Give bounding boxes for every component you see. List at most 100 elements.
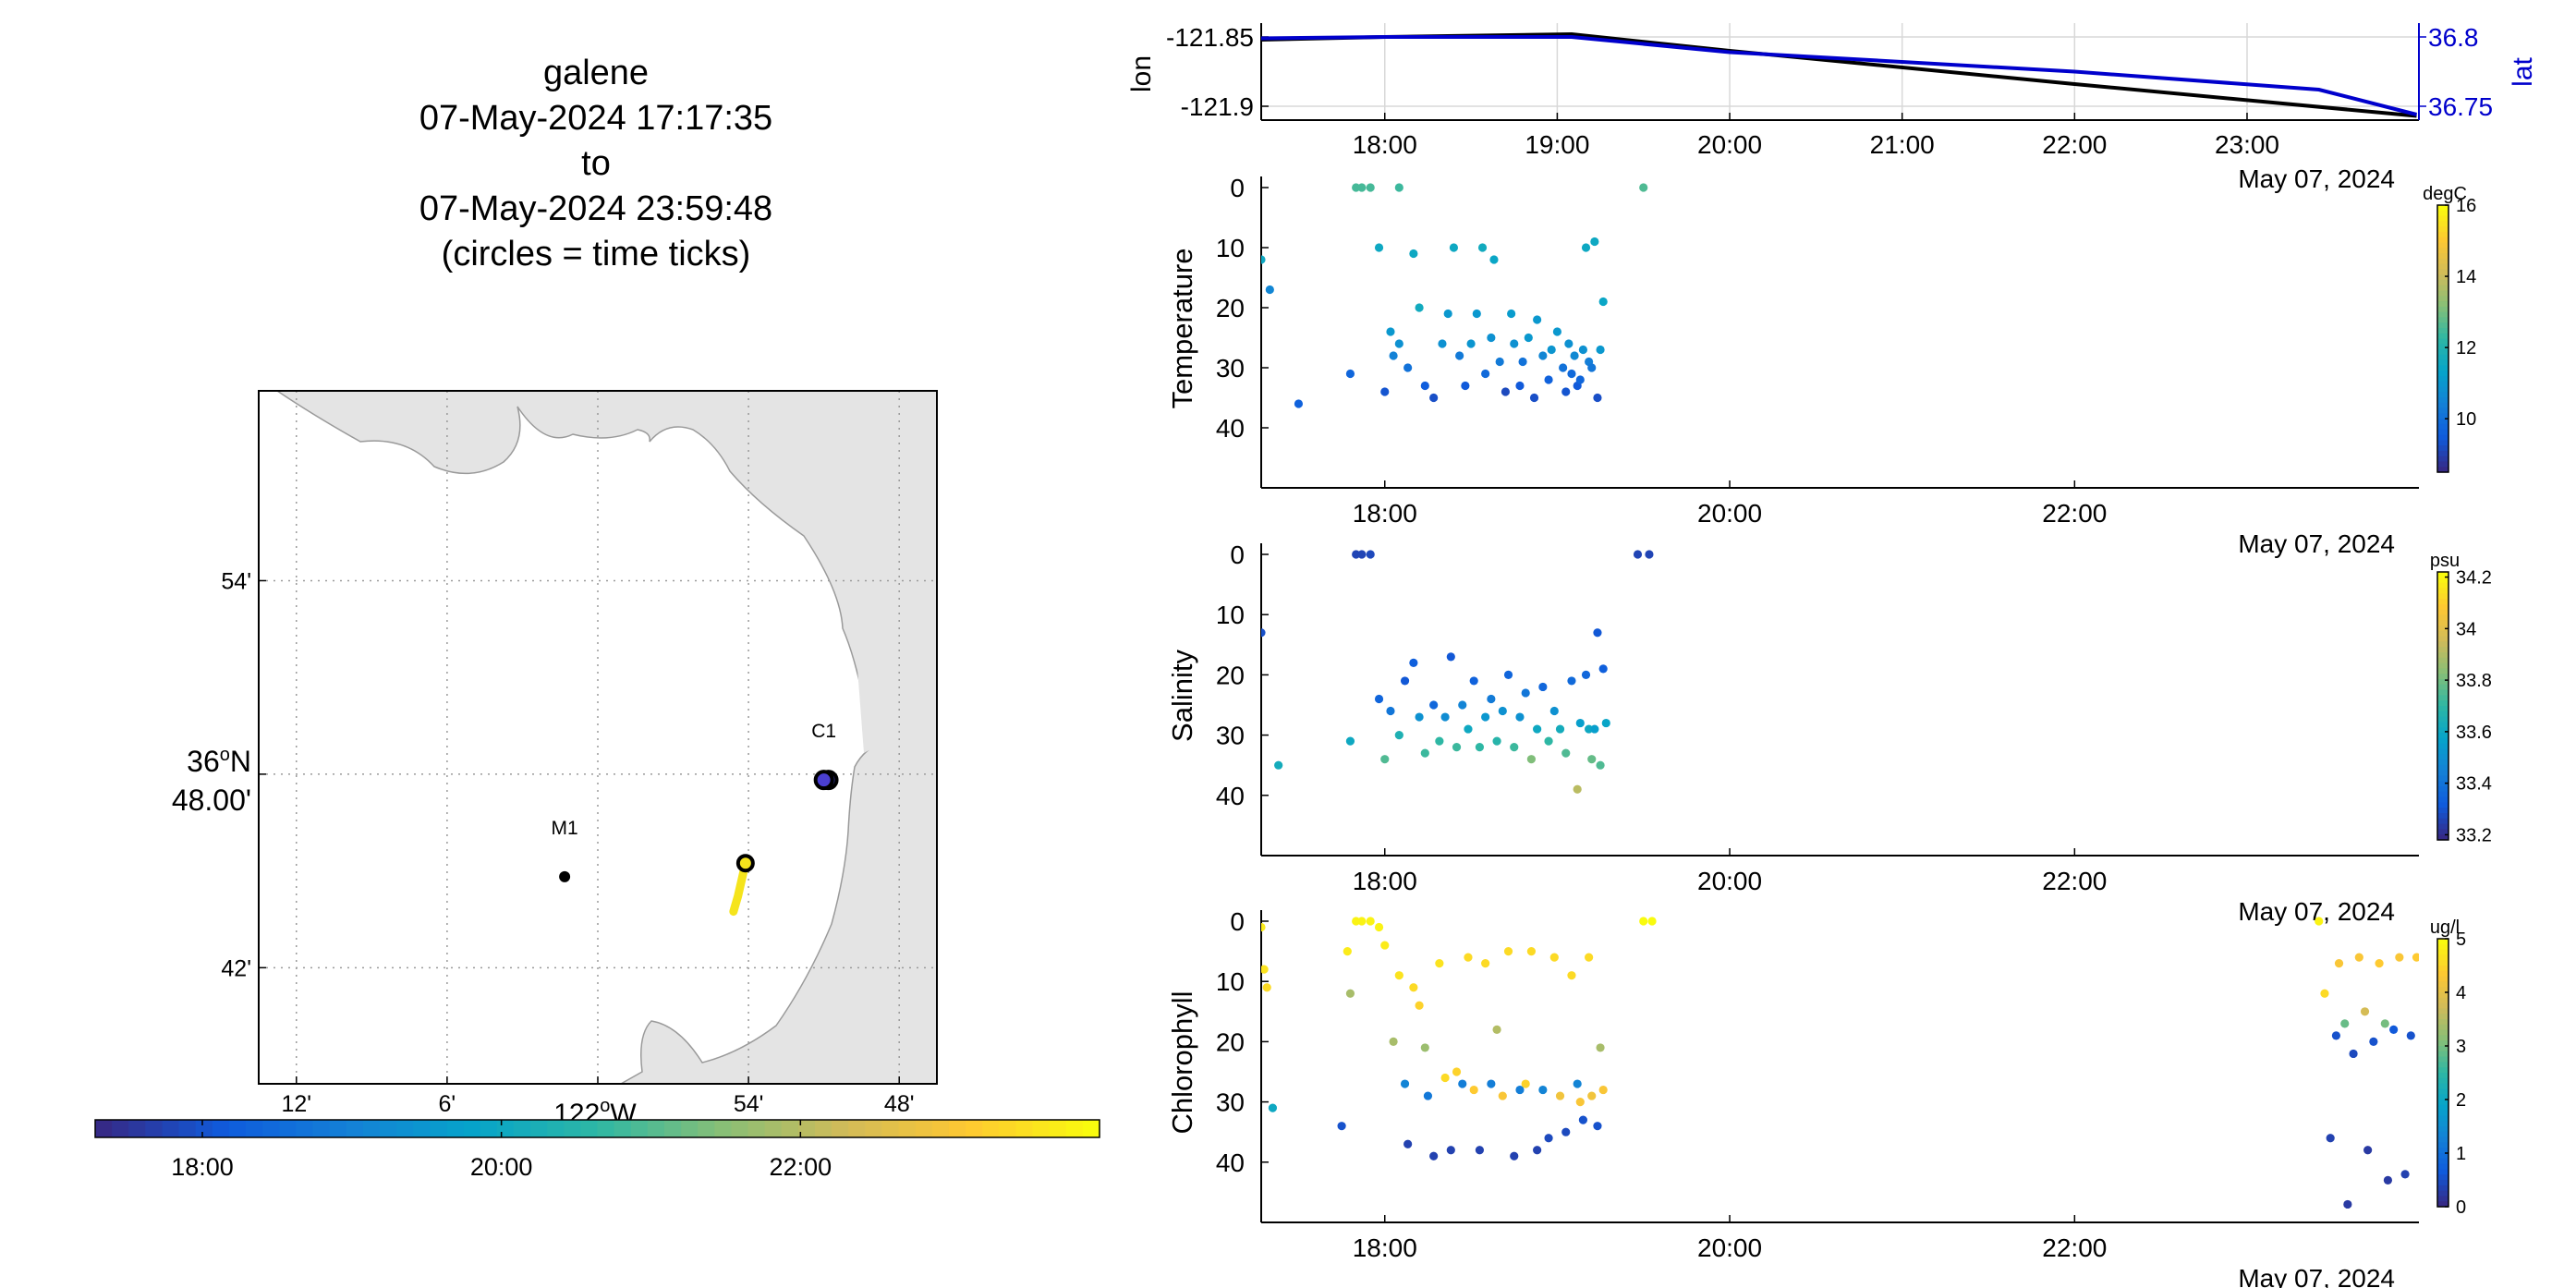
salinity-data-point	[1587, 755, 1597, 764]
time-colorbar-segment	[1032, 1120, 1051, 1137]
lonlat-ylabel-right: lat	[2508, 56, 2538, 86]
chlorophyll-data-point	[2343, 1199, 2352, 1209]
temperature-data-point	[1481, 369, 1490, 379]
chlorophyll-data-point	[1440, 1073, 1450, 1083]
time-colorbar-segment	[362, 1120, 381, 1137]
temperature-y-tick-label: 20	[1216, 294, 1245, 322]
map-lat-axis-label: 36oN	[187, 745, 251, 778]
chlorophyll-data-point	[1526, 947, 1537, 956]
salinity-colorbar-segment	[2437, 588, 2448, 594]
temperature-colorbar-segment	[2437, 231, 2448, 238]
salinity-data-point	[1590, 724, 1599, 734]
salinity-data-point	[1464, 724, 1473, 734]
salinity-colorbar-segment	[2437, 572, 2448, 578]
salinity-data-point	[1446, 652, 1455, 662]
salinity-data-point	[1429, 700, 1439, 710]
temperature-data-point	[1515, 381, 1525, 391]
temperature-colorbar-segment	[2437, 327, 2448, 334]
chlorophyll-colorbar-tick-label: 0	[2456, 1197, 2466, 1218]
chlorophyll-colorbar-segment	[2437, 1201, 2448, 1208]
salinity-colorbar-segment	[2437, 689, 2448, 696]
salinity-data-point	[1593, 628, 1602, 638]
temperature-colorbar-segment	[2437, 317, 2448, 323]
time-tick-circle	[813, 770, 834, 791]
time-colorbar-segment	[781, 1120, 799, 1137]
salinity-colorbar-unit: psu	[2430, 551, 2460, 571]
salinity-data-point	[1420, 748, 1429, 758]
temperature-data-point	[1461, 381, 1470, 391]
chlorophyll-colorbar-segment	[2437, 966, 2448, 972]
chlorophyll-data-point	[2334, 959, 2344, 968]
time-colorbar-segment	[496, 1120, 515, 1137]
chlorophyll-data-point	[1587, 1091, 1597, 1100]
chlorophyll-colorbar-segment	[2437, 1014, 2448, 1020]
chlorophyll-data-point	[1503, 947, 1513, 956]
time-colorbar-segment	[714, 1120, 733, 1137]
temperature-colorbar-segment	[2437, 322, 2448, 329]
temperature-data-point	[1547, 345, 1556, 355]
temperature-colorbar-segment	[2437, 397, 2448, 404]
chlorophyll-colorbar-segment	[2437, 1056, 2448, 1063]
salinity-data-point	[1452, 743, 1462, 752]
chlorophyll-colorbar-segment	[2437, 1121, 2448, 1127]
chlorophyll-data-point	[1435, 959, 1444, 968]
salinity-colorbar-segment	[2437, 652, 2448, 659]
station-label-m1: M1	[552, 818, 578, 839]
time-colorbar-segment	[145, 1120, 164, 1137]
lonlat-series-lon	[1260, 31, 2417, 118]
lonlat-x-tick-label: 23:00	[2215, 130, 2279, 159]
time-colorbar-segment	[329, 1120, 347, 1137]
time-colorbar-segment	[564, 1120, 581, 1137]
salinity-y-tick-label: 20	[1216, 661, 1245, 689]
chlorophyll-y-tick-label: 0	[1230, 907, 1245, 936]
temperature-data-point	[1357, 183, 1367, 192]
chlorophyll-data-point	[1487, 1079, 1496, 1088]
chlorophyll-colorbar-segment	[2437, 1115, 2448, 1122]
chlorophyll-data-point	[2331, 1031, 2341, 1040]
salinity-data-point	[1598, 664, 1608, 674]
time-colorbar-segment	[848, 1120, 866, 1137]
chlorophyll-data-point	[2395, 953, 2404, 962]
lonlat-date-label: May 07, 2024	[2238, 164, 2395, 193]
salinity-data-point	[1469, 676, 1478, 686]
chlorophyll-data-point	[1492, 1025, 1501, 1034]
salinity-colorbar-segment	[2437, 577, 2448, 584]
salinity-colorbar-segment	[2437, 823, 2448, 830]
chlorophyll-colorbar-segment	[2437, 1002, 2448, 1009]
salinity-colorbar-segment	[2437, 743, 2448, 749]
chlorophyll-x-tick-label: 22:00	[2042, 1233, 2107, 1262]
salinity-colorbar-segment	[2437, 786, 2448, 793]
title-line-end: 07-May-2024 23:59:48	[419, 189, 772, 228]
salinity-data-point	[1538, 682, 1548, 692]
chlorophyll-date-label: May 07, 2024	[2238, 1264, 2395, 1288]
temperature-colorbar-segment	[2437, 365, 2448, 371]
lonlat-x-tick-label: 19:00	[1525, 130, 1589, 159]
salinity-y-tick-label: 40	[1216, 782, 1245, 810]
salinity-data-point	[1380, 755, 1390, 764]
map-lat-tick-label: 42'	[221, 955, 251, 981]
chlorophyll-data-point	[1515, 1085, 1525, 1095]
salinity-x-tick-label: 18:00	[1353, 867, 1417, 895]
chlorophyll-data-point	[2369, 1037, 2378, 1046]
salinity-data-point	[1596, 760, 1605, 770]
time-colorbar-tick-label: 20:00	[470, 1153, 533, 1181]
temperature-colorbar-segment	[2437, 429, 2448, 436]
salinity-colorbar-segment	[2437, 582, 2448, 589]
salinity-data-point	[1601, 718, 1610, 728]
salinity-colorbar-segment	[2437, 657, 2448, 664]
temperature-colorbar-segment	[2437, 354, 2448, 361]
chlorophyll-data-point	[1639, 917, 1648, 926]
temperature-colorbar-segment	[2437, 296, 2448, 302]
temperature-colorbar-segment	[2437, 338, 2448, 345]
map-lon-degree-symbol: o	[600, 1096, 610, 1116]
time-colorbar-segment	[296, 1120, 314, 1137]
chlorophyll-data-point	[1409, 983, 1418, 992]
chlorophyll-data-point	[1573, 1079, 1582, 1088]
time-colorbar-segment	[630, 1120, 649, 1137]
chlorophyll-data-point	[2340, 1019, 2350, 1028]
salinity-data-point	[1645, 550, 1654, 559]
ship-track	[729, 858, 750, 917]
time-colorbar-tick-label: 22:00	[770, 1153, 832, 1181]
map-lon-tick-label: 54'	[734, 1091, 764, 1117]
salinity-colorbar-segment	[2437, 727, 2448, 734]
